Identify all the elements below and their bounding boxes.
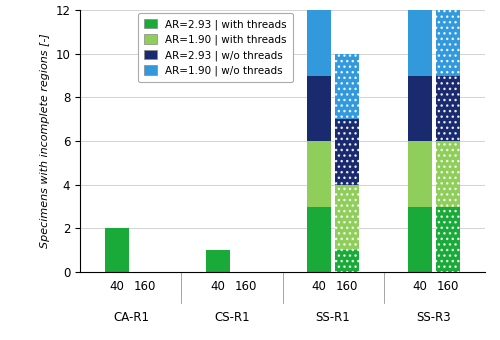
Text: SS-R1: SS-R1 [316, 311, 350, 324]
Bar [104, 228, 129, 272]
Bar [436, 207, 460, 272]
Bar [335, 54, 359, 119]
Bar [436, 10, 460, 76]
Bar [335, 250, 359, 272]
Bar [408, 207, 432, 272]
Bar [335, 185, 359, 250]
Bar [408, 141, 432, 207]
Text: CS-R1: CS-R1 [214, 311, 250, 324]
Bar [335, 119, 359, 185]
Bar [436, 76, 460, 141]
Text: SS-R3: SS-R3 [416, 311, 452, 324]
Bar [206, 250, 230, 272]
Bar [306, 10, 332, 76]
Bar [436, 141, 460, 207]
Bar [408, 76, 432, 141]
Bar [335, 54, 359, 119]
Bar [436, 76, 460, 141]
Y-axis label: Specimens with incomplete regions [-]: Specimens with incomplete regions [-] [40, 34, 50, 249]
Bar [306, 76, 332, 141]
Bar [436, 10, 460, 76]
Bar [335, 119, 359, 185]
Bar [335, 250, 359, 272]
Bar [408, 10, 432, 76]
Bar [436, 141, 460, 207]
Bar [436, 207, 460, 272]
Bar [306, 207, 332, 272]
Bar [335, 185, 359, 250]
Legend: AR=2.93 | with threads, AR=1.90 | with threads, AR=2.93 | w/o threads, AR=1.90 |: AR=2.93 | with threads, AR=1.90 | with t… [138, 13, 293, 82]
Bar [306, 141, 332, 207]
Text: CA-R1: CA-R1 [113, 311, 149, 324]
